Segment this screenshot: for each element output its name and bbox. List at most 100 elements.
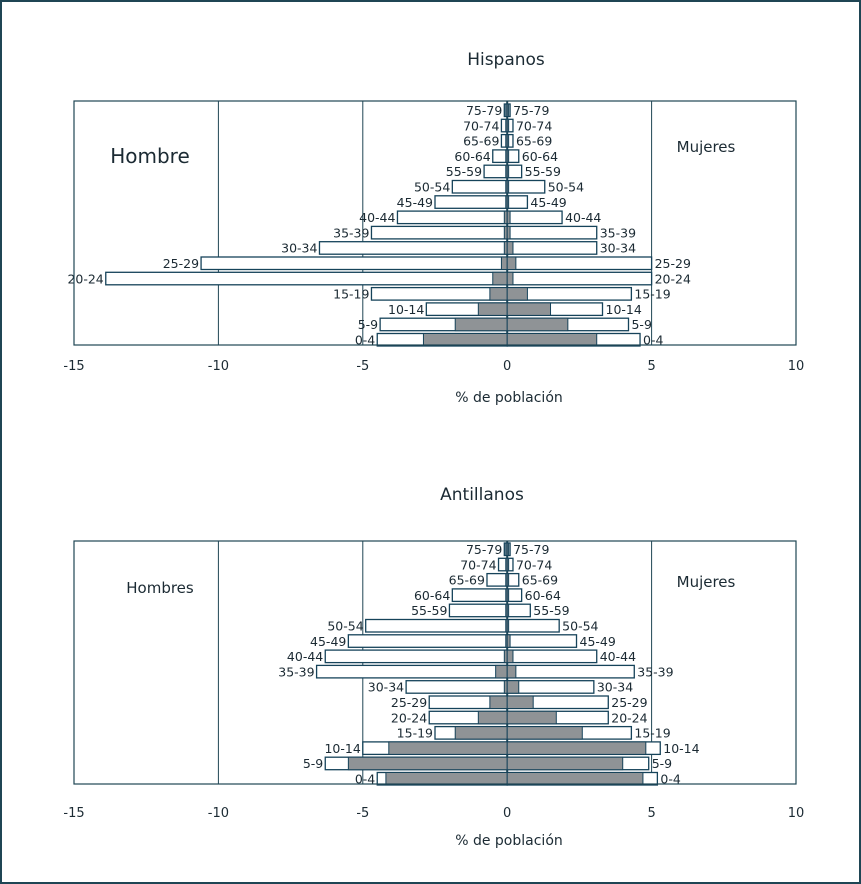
bar-outline-men (370, 225, 508, 240)
age-label-right: 45-49 (530, 195, 566, 210)
age-label-left: 45-49 (397, 195, 433, 210)
age-label-right: 20-24 (655, 271, 691, 286)
bar-filled-men (477, 302, 508, 316)
left-side-label: Hombre (110, 144, 190, 168)
x-tick-label: 5 (647, 359, 655, 374)
x-tick-labels: -15 -10 -5 0 5 10 (63, 806, 804, 821)
bar-filled-women (506, 726, 583, 740)
age-label-right: 15-19 (634, 726, 670, 741)
bar-outline-men (448, 603, 508, 618)
bar-filled-women (506, 573, 510, 587)
bar-filled-women (506, 756, 624, 771)
age-label-right: 30-34 (597, 680, 633, 695)
bar-outline-women (506, 164, 523, 179)
bar-filled-men (500, 256, 508, 270)
bar-outline-women (506, 241, 598, 255)
age-label-right: 35-39 (600, 225, 636, 240)
bar-filled-women (506, 134, 510, 148)
age-label-left: 70-74 (460, 557, 496, 572)
age-label-left: 75-79 (466, 103, 502, 118)
bar-outline-men (370, 286, 508, 301)
bar-outline-men (105, 271, 508, 286)
age-label-right: 60-64 (525, 588, 561, 603)
bar-outline-men (492, 149, 508, 164)
plot-area-border (73, 100, 797, 346)
age-label-left: 65-69 (463, 134, 499, 149)
bar-outline-women (506, 618, 560, 633)
age-label-right: 15-19 (634, 287, 670, 302)
bar-filled-women (506, 180, 510, 194)
bar-filled-women (506, 557, 510, 572)
bar-filled-men (422, 333, 508, 347)
bar-filled-women (506, 741, 647, 755)
bar-filled-women (506, 241, 514, 255)
age-label-left: 10-14 (388, 302, 424, 317)
age-label-right: 75-79 (513, 103, 549, 118)
age-label-right: 35-39 (637, 664, 673, 679)
age-label-left: 0-4 (355, 772, 375, 787)
age-label-right: 10-14 (663, 741, 699, 756)
bar-filled-women (506, 542, 510, 556)
age-label-right: 45-49 (580, 634, 616, 649)
left-side-label: Hombres (126, 579, 194, 597)
bar-filled-men (477, 710, 508, 725)
age-label-left: 50-54 (414, 180, 450, 195)
bar-filled-women (506, 225, 511, 240)
bar-filled-women (506, 634, 511, 648)
x-tick-label: 5 (647, 806, 655, 821)
age-label-left: 15-19 (397, 726, 433, 741)
age-label-left: 30-34 (368, 680, 404, 695)
bar-filled-women (506, 333, 598, 347)
age-label-left: 55-59 (446, 164, 482, 179)
bar-outline-women (506, 195, 529, 209)
bar-filled-women (506, 649, 514, 664)
bar-outline-women (506, 680, 595, 694)
bar-filled-women (506, 271, 514, 286)
age-label-left: 5-9 (358, 317, 378, 332)
chart-title: Hispanos (467, 50, 545, 70)
bar-outline-women (506, 664, 635, 679)
bar-filled-women (506, 619, 510, 633)
bar-outline-women (506, 179, 546, 194)
x-tick-label: 10 (788, 806, 805, 821)
bar-filled-men (388, 741, 508, 755)
x-tick-label: -10 (208, 359, 229, 374)
bar-filled-women (506, 710, 557, 725)
age-label-left: 0-4 (355, 333, 375, 348)
bar-filled-men (489, 287, 508, 301)
x-tick-label: 10 (788, 359, 805, 374)
age-label-right: 70-74 (516, 557, 552, 572)
age-label-right: 0-4 (643, 333, 663, 348)
bar-outline-women (506, 256, 653, 271)
bar-outline-men (451, 588, 508, 603)
age-label-left: 25-29 (163, 256, 199, 271)
bar-filled-women (506, 149, 510, 163)
bar-filled-women (506, 256, 517, 270)
age-label-right: 30-34 (600, 241, 636, 256)
age-label-right: 50-54 (548, 180, 584, 195)
age-label-left: 75-79 (466, 542, 502, 557)
x-axis-label: % de población (455, 833, 563, 849)
bar-outline-women (506, 210, 563, 225)
age-label-right: 70-74 (516, 118, 552, 133)
bar-filled-women (506, 588, 510, 602)
age-label-right: 50-54 (562, 619, 598, 634)
bar-outline-women (506, 603, 531, 618)
age-label-left: 35-39 (278, 664, 314, 679)
bar-outline-men (486, 572, 508, 587)
x-tick-label: -5 (356, 359, 369, 374)
right-side-label: Mujeres (677, 573, 736, 591)
age-label-left: 55-59 (411, 603, 447, 618)
bar-outline-men (434, 195, 508, 209)
age-label-left: 30-34 (281, 241, 317, 256)
x-tick-label: 0 (503, 806, 511, 821)
bar-outline-men (396, 210, 508, 225)
bar-filled-women (506, 772, 644, 786)
bar-outline-women (506, 225, 598, 240)
age-label-left: 40-44 (359, 210, 395, 225)
